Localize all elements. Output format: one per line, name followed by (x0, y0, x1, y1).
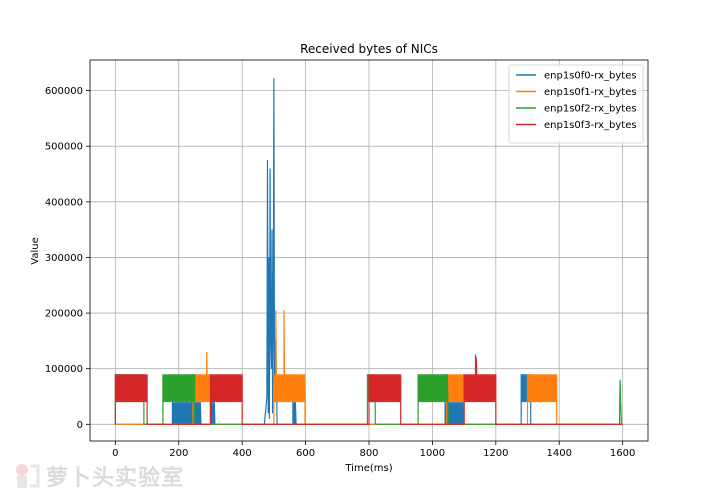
y-tick-label: 300000 (45, 253, 83, 264)
x-tick-label: 1600 (610, 448, 635, 459)
x-tick-label: 800 (359, 448, 378, 459)
y-tick-label: 200000 (45, 309, 83, 320)
x-tick-label: 1000 (420, 448, 445, 459)
chart-title: Received bytes of NICs (300, 42, 438, 56)
series-layer (114, 78, 623, 425)
legend-entry-label: enp1s0f3-rx_bytes (544, 120, 637, 131)
x-tick-label: 200 (169, 448, 188, 459)
legend-entry-label: enp1s0f2-rx_bytes (544, 104, 637, 115)
ticks: 0 200 400 600 800 1000 1200 1400 1600 0 100000 2000… (45, 86, 636, 459)
x-tick-label: 600 (296, 448, 315, 459)
x-tick-label: 1400 (547, 448, 572, 459)
x-tick-label: 0 (112, 448, 118, 459)
y-tick-label: 600000 (45, 86, 83, 97)
series-line-enp1s0f0-rx_bytes (115, 78, 623, 425)
y-tick-label: 100000 (45, 364, 83, 375)
watermark-text: 萝卜头实验室 (46, 466, 185, 491)
y-tick-label: 500000 (45, 142, 83, 153)
y-axis-label: Value (30, 237, 41, 264)
watermark-logo-icon (16, 464, 40, 488)
x-tick-label: 1200 (483, 448, 508, 459)
legend: enp1s0f0-rx_bytes enp1s0f1-rx_bytes enp1s0… (508, 64, 644, 144)
legend-entry-label: enp1s0f0-rx_bytes (544, 71, 637, 82)
y-tick-label: 400000 (45, 197, 83, 208)
grid (90, 60, 648, 441)
x-tick-label: 400 (233, 448, 252, 459)
series-line-enp1s0f1-rx_bytes (115, 310, 623, 425)
watermark: 萝卜头实验室 (14, 460, 184, 492)
series-line-enp1s0f3-rx_bytes (114, 354, 623, 425)
y-tick-label: 0 (77, 420, 83, 431)
legend-entry-label: enp1s0f1-rx_bytes (544, 87, 637, 98)
legend-box (508, 64, 644, 144)
x-axis-label: Time(ms) (344, 463, 392, 474)
